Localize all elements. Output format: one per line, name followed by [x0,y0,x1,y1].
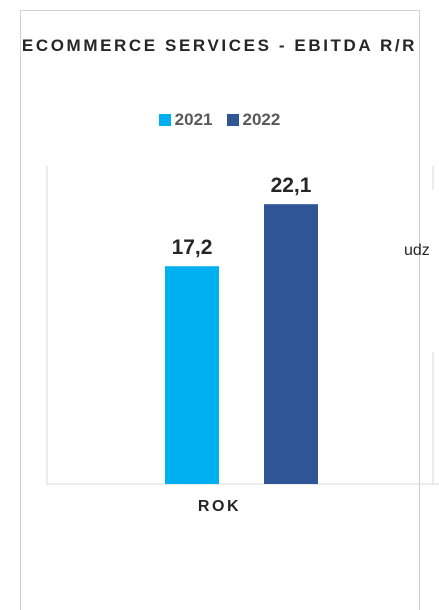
x-axis-label: ROK [197,498,242,515]
clipped-side-text: udz [404,242,430,259]
chart-plot: 17,2 22,1 [46,166,439,485]
legend-item-2021: 2021 [158,110,213,130]
legend-swatch-2022 [226,114,239,126]
legend-item-2022: 2022 [226,110,281,130]
bar-2021 [165,266,219,484]
data-label-2022: 22,1 [271,174,312,197]
legend-swatch-2021 [158,114,171,126]
legend-label-2021: 2021 [174,110,213,129]
chart-frame [20,10,420,610]
data-label-2021: 17,2 [172,236,213,259]
legend-label-2022: 2022 [242,110,281,129]
chart-title: ECOMMERCE SERVICES - EBITDA R/R [21,36,418,55]
bar-2022 [264,204,318,484]
chart-legend: 2021 2022 [20,110,419,130]
